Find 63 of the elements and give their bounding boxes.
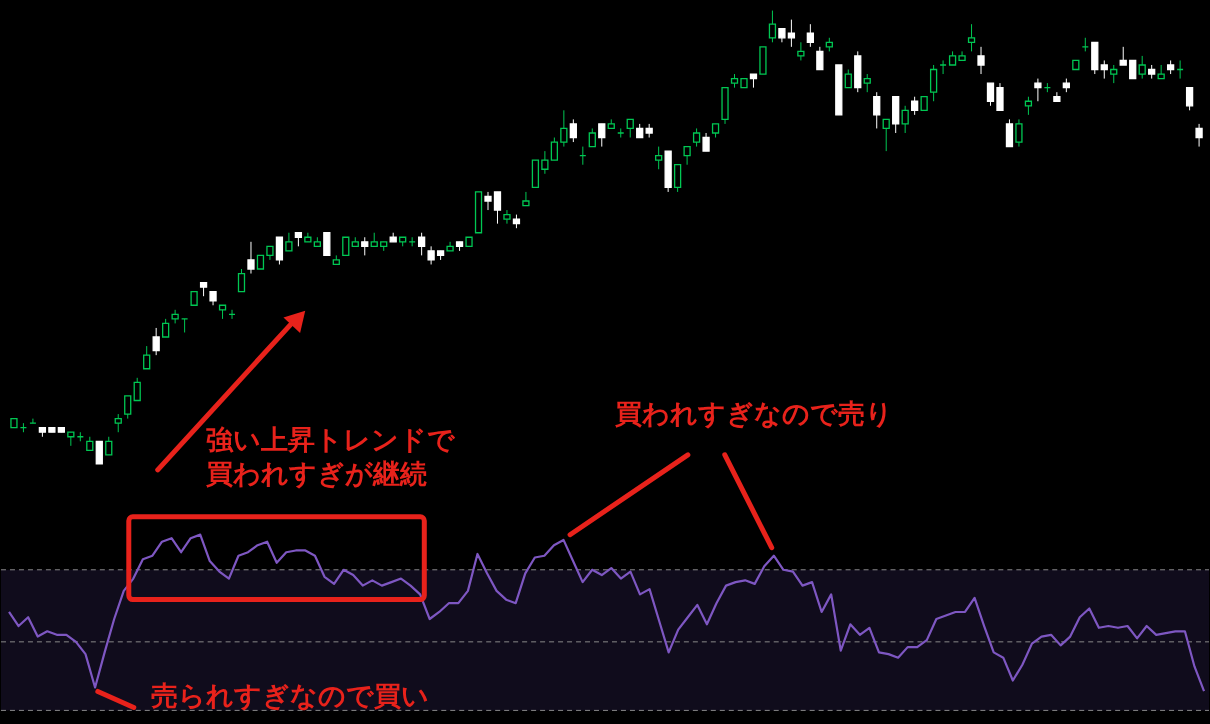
candlestick <box>1195 123 1203 148</box>
candlestick <box>1034 78 1042 102</box>
candlestick <box>484 191 492 211</box>
candlestick <box>569 118 577 143</box>
candlestick <box>1100 59 1108 80</box>
candlestick <box>986 82 995 107</box>
candlestick <box>863 73 871 93</box>
candlestick <box>683 145 691 166</box>
candlestick <box>673 164 682 193</box>
annotation: 強い上昇トレンドで <box>205 423 456 455</box>
annotation: 売られすぎなので買い <box>150 680 429 712</box>
annotation: 買われすぎが継続 <box>205 457 427 489</box>
candlestick <box>1015 118 1023 148</box>
candlestick <box>560 109 568 148</box>
candlestick <box>541 150 549 175</box>
candlestick <box>427 245 435 265</box>
candlestick <box>702 132 710 152</box>
candlestick <box>342 236 350 257</box>
candlestick <box>493 191 502 225</box>
candlestick <box>806 23 814 48</box>
candlestick <box>361 236 369 256</box>
candlestick <box>768 10 777 43</box>
candlestick <box>873 91 881 129</box>
candlestick <box>901 105 909 134</box>
candlestick <box>237 268 246 293</box>
annotation: 買われすぎなので売り <box>614 397 893 429</box>
candlestick <box>1005 118 1014 148</box>
candlestick <box>522 191 530 207</box>
candlestick <box>275 236 284 265</box>
candlestick <box>598 123 606 148</box>
candlestick <box>95 440 103 465</box>
candlestick <box>882 118 890 152</box>
candlestick <box>977 46 985 75</box>
candlestick <box>967 23 976 52</box>
candlestick <box>124 395 132 420</box>
candlestick <box>655 146 663 170</box>
candlestick <box>171 309 179 324</box>
candlestick <box>162 318 170 338</box>
candlestick <box>114 413 122 433</box>
candlestick <box>816 46 824 71</box>
candlestick <box>1129 59 1137 80</box>
candlestick <box>911 96 919 116</box>
candlestick <box>626 118 634 139</box>
candlestick <box>247 241 255 275</box>
candlestick <box>588 127 596 148</box>
candlestick <box>1185 87 1194 111</box>
candlestick <box>285 232 293 252</box>
candlestick <box>105 436 113 456</box>
candlestick <box>692 127 701 148</box>
candlestick <box>929 64 938 102</box>
candlestick <box>1119 46 1127 66</box>
candlestick <box>996 82 1004 111</box>
candlestick <box>550 137 559 161</box>
candlestick <box>1110 64 1118 84</box>
candlestick <box>152 327 160 356</box>
candlestick <box>143 345 151 370</box>
candlestick <box>503 209 511 225</box>
candlestick <box>323 232 331 257</box>
candlestick <box>133 377 141 402</box>
candlestick <box>797 41 805 61</box>
candlestick <box>417 232 426 256</box>
candlestick <box>1138 55 1146 80</box>
candlestick <box>844 69 852 89</box>
